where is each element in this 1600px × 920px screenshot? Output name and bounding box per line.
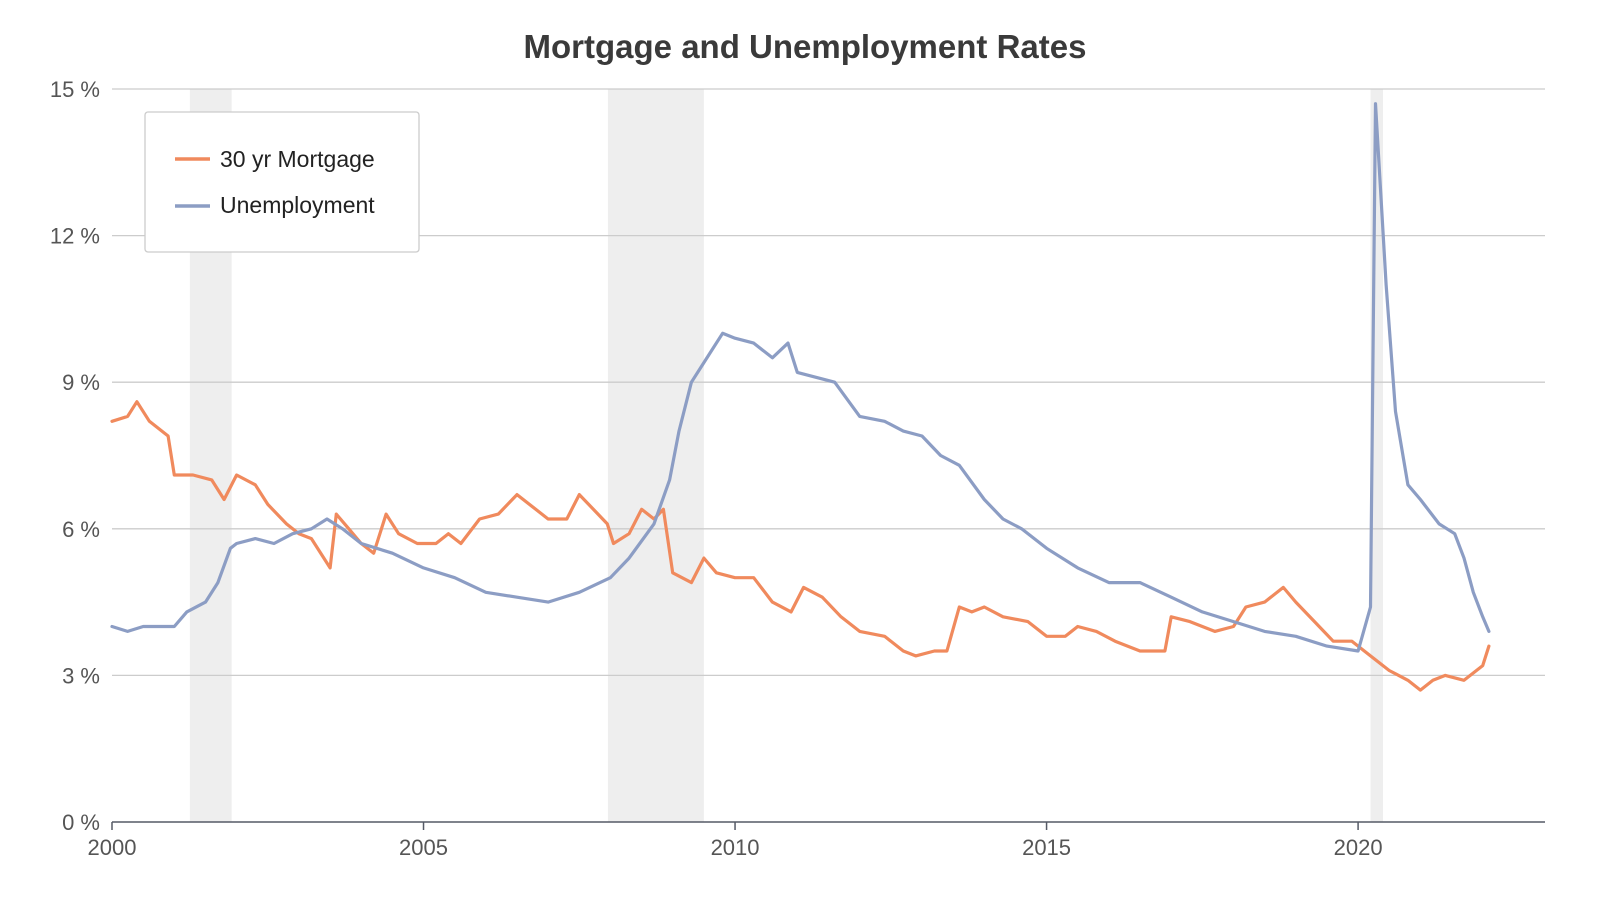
x-tick-label: 2005 (399, 835, 448, 860)
chart-title: Mortgage and Unemployment Rates (524, 28, 1087, 65)
legend-label-mortgage: 30 yr Mortgage (220, 146, 375, 172)
y-tick-label: 3 % (62, 663, 100, 688)
x-tick-label: 2015 (1022, 835, 1071, 860)
x-tick-label: 2010 (711, 835, 760, 860)
y-tick-label: 12 % (50, 224, 100, 249)
axes: 0 % 3 % 6 % 9 % 12 % 15 % 2000 2005 2010 2015 2020 (50, 77, 1545, 860)
series-line-mortgage (110, 400, 1491, 692)
legend-label-unemployment: Unemployment (220, 192, 375, 218)
legend-box (144, 111, 420, 253)
y-tick-label: 6 % (62, 517, 100, 542)
series-line-unemployment (110, 102, 1491, 653)
y-tick-label: 0 % (62, 810, 100, 835)
recession-band-1 (607, 89, 704, 822)
legend: 30 yr Mortgage Unemployment (144, 111, 420, 253)
series-lines (110, 102, 1491, 692)
x-tick-label: 2000 (88, 835, 137, 860)
y-tick-label: 9 % (62, 370, 100, 395)
y-tick-label: 15 % (50, 77, 100, 102)
x-tick-label: 2020 (1334, 835, 1383, 860)
